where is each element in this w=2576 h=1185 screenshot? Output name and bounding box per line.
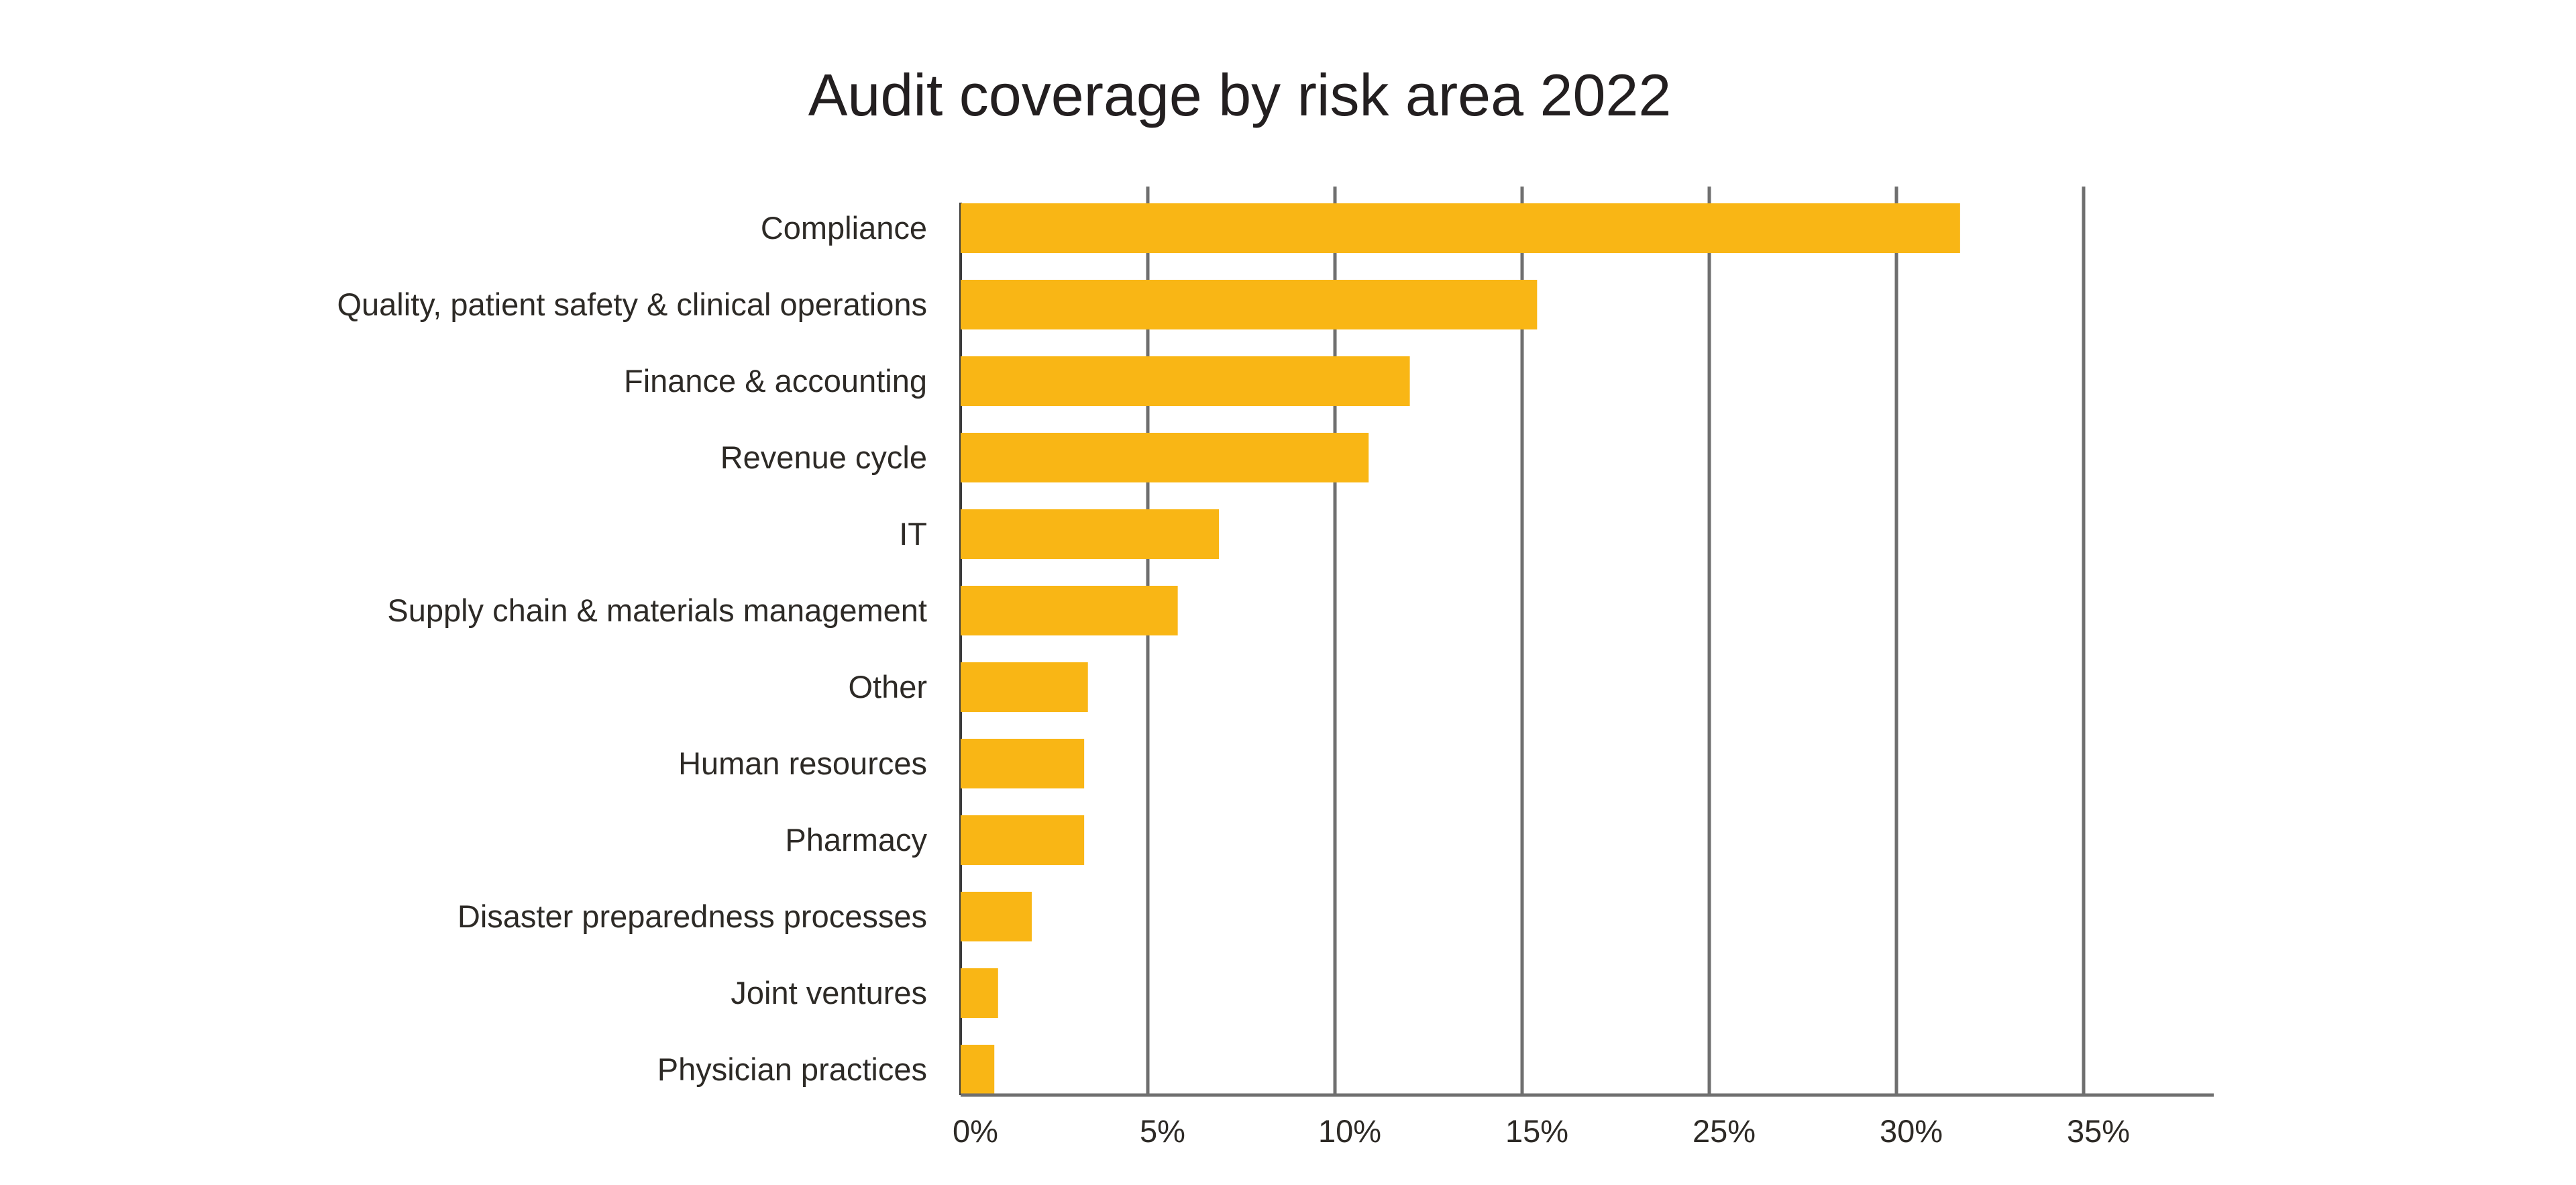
category-label: Revenue cycle xyxy=(720,440,927,475)
category-label: Disaster preparedness processes xyxy=(458,898,927,934)
bar xyxy=(961,586,1178,635)
bar xyxy=(961,739,1085,788)
x-tick-label: 25% xyxy=(1693,1113,1756,1149)
bar xyxy=(961,662,1088,712)
x-tick-labels: 0% 5% 10% 15% 25% 30% 35% xyxy=(953,1113,2130,1149)
bar xyxy=(961,815,1085,865)
chart-title: Audit coverage by risk area 2022 xyxy=(808,62,1672,128)
category-label: IT xyxy=(899,516,927,552)
category-label: Human resources xyxy=(678,745,927,781)
category-label: Other xyxy=(848,669,927,705)
x-tick-label: 5% xyxy=(1140,1113,1185,1149)
category-label: Compliance xyxy=(761,210,927,246)
bar xyxy=(961,892,1032,941)
category-label: Pharmacy xyxy=(785,822,927,858)
bar xyxy=(961,356,1410,406)
bar xyxy=(961,968,998,1018)
x-tick-label: 10% xyxy=(1318,1113,1381,1149)
x-tick-label: 35% xyxy=(2067,1113,2130,1149)
bar xyxy=(961,280,1538,329)
bar xyxy=(961,1045,995,1094)
bar xyxy=(961,509,1220,559)
category-label: Quality, patient safety & clinical opera… xyxy=(337,287,927,322)
category-label: Supply chain & materials management xyxy=(387,592,927,628)
x-tick-label: 30% xyxy=(1880,1113,1943,1149)
category-label: Finance & accounting xyxy=(624,363,927,399)
grid-layer xyxy=(959,187,2086,1095)
category-labels: Compliance Quality, patient safety & clin… xyxy=(337,210,927,1087)
x-tick-label: 15% xyxy=(1505,1113,1568,1149)
category-label: Physician practices xyxy=(657,1051,927,1087)
bar xyxy=(961,433,1369,482)
x-tick-label: 0% xyxy=(953,1113,998,1149)
bars-layer xyxy=(961,203,1960,1094)
bar xyxy=(961,203,1960,253)
category-label: Joint ventures xyxy=(731,975,927,1011)
